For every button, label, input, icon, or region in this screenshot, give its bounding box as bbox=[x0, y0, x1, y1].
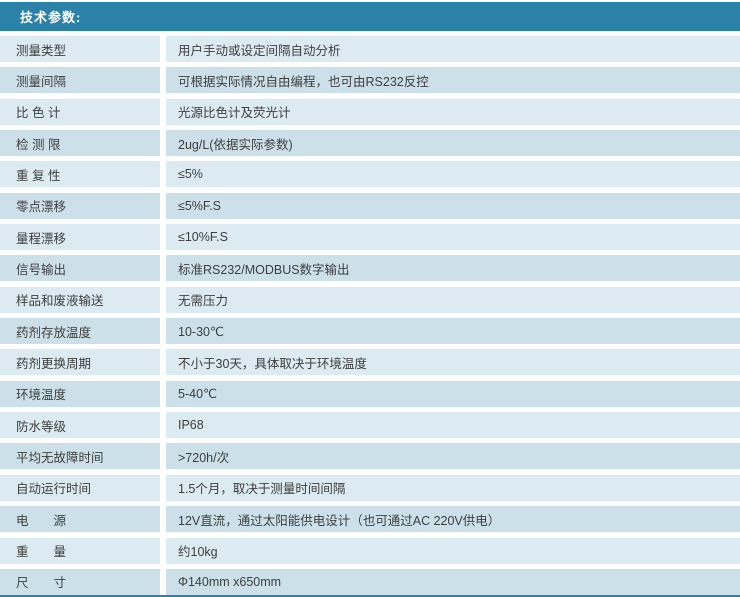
table-row: 零点漂移 ≤5%F.S bbox=[0, 192, 740, 219]
row-value-cell: 标准RS232/MODBUS数字输出 bbox=[166, 255, 740, 282]
row-label: 检 测 限 bbox=[16, 137, 61, 152]
row-value-cell: 可根据实际情况自由编程，也可由RS232反控 bbox=[166, 67, 740, 94]
table-row: 测量间隔 可根据实际情况自由编程，也可由RS232反控 bbox=[0, 67, 740, 94]
row-label-cell: 自动运行时间 bbox=[0, 474, 160, 501]
row-value-cell: ≤10%F.S bbox=[166, 224, 740, 251]
table-row: 信号输出 标准RS232/MODBUS数字输出 bbox=[0, 255, 740, 282]
row-value-cell: Φ140mm x650mm bbox=[166, 568, 740, 595]
row-label-cell: 环境温度 bbox=[0, 380, 160, 407]
row-label: 测量类型 bbox=[16, 43, 67, 58]
row-label: 信号输出 bbox=[16, 262, 67, 277]
row-label-cell: 电 源 bbox=[0, 506, 160, 533]
row-value: 不小于30天，具体取决于环境温度 bbox=[178, 356, 367, 371]
row-label-cell: 平均无故障时间 bbox=[0, 443, 160, 470]
row-label-cell: 检 测 限 bbox=[0, 130, 160, 157]
row-value-cell: 5-40℃ bbox=[166, 380, 740, 407]
row-label-cell: 重 复 性 bbox=[0, 161, 160, 188]
row-value-cell: 1.5个月，取决于测量时间间隔 bbox=[166, 474, 740, 501]
row-label-cell: 药剂存放温度 bbox=[0, 318, 160, 345]
bottom-border bbox=[0, 595, 740, 597]
row-label-cell: 样品和废液输送 bbox=[0, 286, 160, 313]
row-label: 比 色 计 bbox=[16, 106, 61, 121]
row-value: 2ug/L(依据实际参数) bbox=[178, 137, 293, 152]
row-label: 自动运行时间 bbox=[16, 482, 92, 497]
table-row: 尺 寸 Φ140mm x650mm bbox=[0, 568, 740, 595]
row-value-cell: ≤5%F.S bbox=[166, 192, 740, 219]
table-row: 量程漂移 ≤10%F.S bbox=[0, 224, 740, 251]
row-label-cell: 量程漂移 bbox=[0, 224, 160, 251]
row-label: 尺 寸 bbox=[16, 576, 67, 591]
row-label: 药剂存放温度 bbox=[16, 325, 92, 340]
row-value-cell: 约10kg bbox=[166, 537, 740, 564]
row-label-cell: 零点漂移 bbox=[0, 192, 160, 219]
table-row: 重 复 性 ≤5% bbox=[0, 161, 740, 188]
table-row: 防水等级 IP68 bbox=[0, 412, 740, 439]
row-value: 光源比色计及荧光计 bbox=[178, 106, 291, 121]
row-value-cell: 12V直流，通过太阳能供电设计（也可通过AC 220V供电） bbox=[166, 506, 740, 533]
row-value: ≤10%F.S bbox=[178, 230, 228, 245]
table-row: 比 色 计 光源比色计及荧光计 bbox=[0, 98, 740, 125]
row-label: 测量间隔 bbox=[16, 74, 67, 89]
row-label: 零点漂移 bbox=[16, 200, 67, 215]
row-value-cell: 不小于30天，具体取决于环境温度 bbox=[166, 349, 740, 376]
row-label: 电 源 bbox=[16, 513, 67, 528]
row-label: 量程漂移 bbox=[16, 231, 67, 246]
table-row: 样品和废液输送 无需压力 bbox=[0, 286, 740, 313]
row-value: IP68 bbox=[178, 418, 204, 433]
table-row: 检 测 限 2ug/L(依据实际参数) bbox=[0, 130, 740, 157]
table-row: 药剂更换周期 不小于30天，具体取决于环境温度 bbox=[0, 349, 740, 376]
row-label: 重 复 性 bbox=[16, 168, 61, 183]
table-title: 技术参数: bbox=[20, 10, 82, 25]
row-label: 药剂更换周期 bbox=[16, 356, 92, 371]
table-row: 自动运行时间 1.5个月，取决于测量时间间隔 bbox=[0, 474, 740, 501]
row-label-cell: 测量间隔 bbox=[0, 67, 160, 94]
row-value-cell: ≤5% bbox=[166, 161, 740, 188]
table-row: 测量类型 用户手动或设定间隔自动分析 bbox=[0, 36, 740, 62]
row-value: 5-40℃ bbox=[178, 387, 218, 402]
row-value-cell: 无需压力 bbox=[166, 286, 740, 313]
row-value: Φ140mm x650mm bbox=[178, 574, 282, 589]
table-row: 电 源 12V直流，通过太阳能供电设计（也可通过AC 220V供电） bbox=[0, 506, 740, 533]
row-label-cell: 比 色 计 bbox=[0, 98, 160, 125]
spec-rows: 测量类型 用户手动或设定间隔自动分析 测量间隔 可根据实际情况自由编程，也可由R… bbox=[0, 36, 740, 595]
table-row: 重 量 约10kg bbox=[0, 537, 740, 564]
row-value: 10-30℃ bbox=[178, 324, 225, 339]
row-value: 12V直流，通过太阳能供电设计（也可通过AC 220V供电） bbox=[178, 513, 501, 528]
row-value-cell: IP68 bbox=[166, 412, 740, 439]
table-row: 环境温度 5-40℃ bbox=[0, 380, 740, 407]
row-label: 重 量 bbox=[16, 545, 67, 559]
row-value: 1.5个月，取决于测量时间间隔 bbox=[178, 482, 346, 497]
row-label: 环境温度 bbox=[16, 388, 67, 403]
row-value: 无需压力 bbox=[178, 294, 229, 309]
row-value-cell: 10-30℃ bbox=[166, 318, 740, 345]
row-value-cell: 用户手动或设定间隔自动分析 bbox=[166, 36, 740, 62]
row-value: 标准RS232/MODBUS数字输出 bbox=[178, 262, 350, 277]
row-label-cell: 尺 寸 bbox=[0, 568, 160, 595]
row-label-cell: 重 量 bbox=[0, 537, 160, 564]
table-title-bar: 技术参数: bbox=[0, 2, 740, 31]
row-label: 平均无故障时间 bbox=[16, 450, 104, 465]
row-value: 用户手动或设定间隔自动分析 bbox=[178, 43, 341, 58]
row-label: 防水等级 bbox=[16, 419, 67, 434]
row-value: ≤5%F.S bbox=[178, 198, 221, 213]
row-value-cell: >720h/次 bbox=[166, 443, 740, 470]
row-label-cell: 防水等级 bbox=[0, 412, 160, 439]
row-value-cell: 2ug/L(依据实际参数) bbox=[166, 130, 740, 157]
row-value-cell: 光源比色计及荧光计 bbox=[166, 98, 740, 125]
row-label-cell: 信号输出 bbox=[0, 255, 160, 282]
row-value: >720h/次 bbox=[178, 450, 230, 465]
row-value: 可根据实际情况自由编程，也可由RS232反控 bbox=[178, 74, 429, 89]
table-row: 药剂存放温度 10-30℃ bbox=[0, 318, 740, 345]
row-value: ≤5% bbox=[178, 167, 203, 182]
table-row: 平均无故障时间 >720h/次 bbox=[0, 443, 740, 470]
row-label: 样品和废液输送 bbox=[16, 294, 104, 309]
row-label-cell: 测量类型 bbox=[0, 36, 160, 62]
row-value: 约10kg bbox=[178, 545, 218, 559]
row-label-cell: 药剂更换周期 bbox=[0, 349, 160, 376]
